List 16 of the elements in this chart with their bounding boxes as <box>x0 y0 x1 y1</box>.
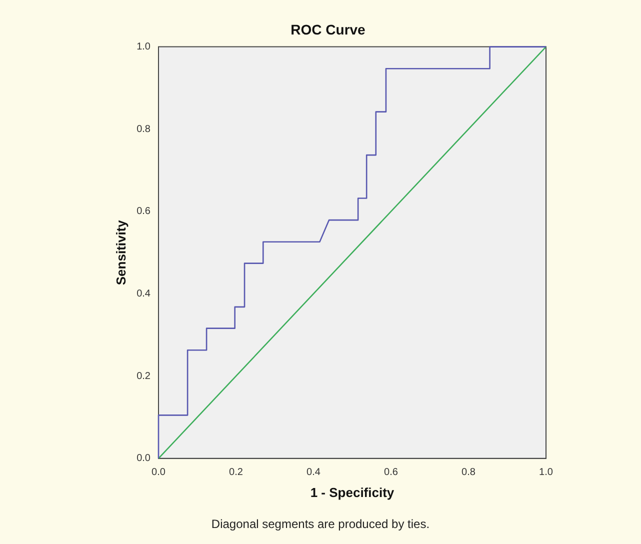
x-axis-title: 1 - Specificity <box>310 484 395 500</box>
x-tick-label: 0.4 <box>306 467 321 478</box>
x-tick-label: 0.6 <box>384 467 398 478</box>
y-axis-title: Sensitivity <box>113 219 128 286</box>
text: Diagonal segments are produced by ties. <box>210 517 431 531</box>
y-tick-label: 1.0 <box>136 42 151 53</box>
y-tick-label: 0.0 <box>136 453 151 464</box>
chart-title: ROC Curve <box>290 21 366 38</box>
y-tick-label: 0.8 <box>136 124 151 135</box>
x-tick-label: 0.0 <box>152 467 166 478</box>
x-tick-label: 0.2 <box>229 467 244 478</box>
y-tick-label: 0.6 <box>136 206 151 218</box>
x-tick-label: 1.0 <box>539 467 554 478</box>
y-tick-label: 0.2 <box>136 370 151 382</box>
x-tick-label: 0.8 <box>462 467 476 478</box>
y-tick-label: 0.4 <box>136 288 151 300</box>
